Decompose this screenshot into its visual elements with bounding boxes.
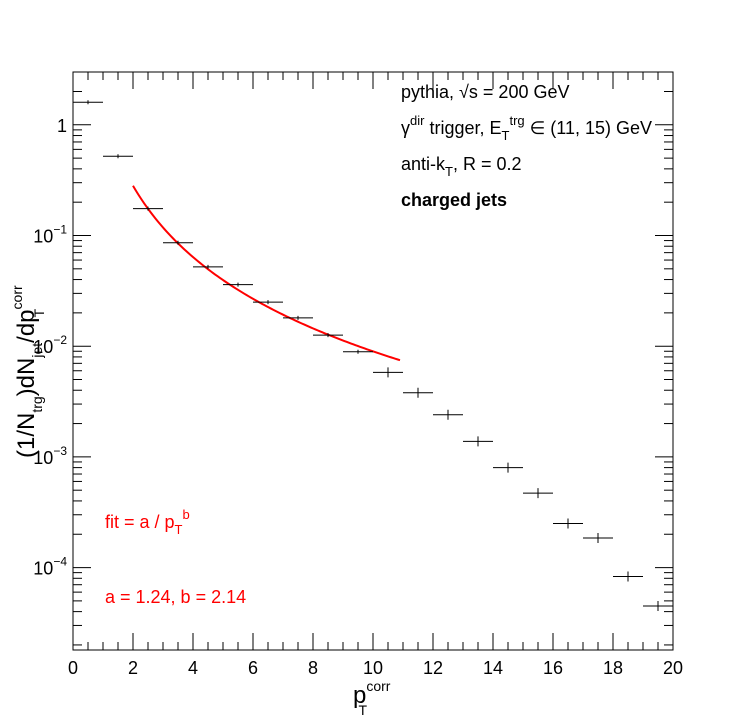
trigger-text: γdir trigger, ETtrg ∈ (11, 15) GeV	[401, 113, 652, 143]
x-tick-label: 20	[663, 658, 683, 678]
data-point	[613, 571, 643, 582]
y-tick-label: 10−3	[33, 444, 67, 468]
x-axis-title: pcorr T	[353, 678, 391, 718]
data-point	[73, 100, 103, 105]
x-tick-label: 2	[128, 658, 138, 678]
x-tick-label: 4	[188, 658, 198, 678]
data-point	[103, 154, 133, 159]
x-tick-label: 6	[248, 658, 258, 678]
y-tick-label: 10−2	[33, 333, 67, 357]
data-point	[253, 300, 283, 305]
data-point	[313, 333, 343, 338]
y-tick-label: 10−4	[33, 555, 67, 579]
data-point	[463, 436, 493, 447]
data-point	[193, 264, 223, 269]
x-tick-label: 16	[543, 658, 563, 678]
y-axis-title: (1/Ntrg)dNjet/dpcorrT	[9, 285, 47, 458]
data-point	[583, 532, 613, 543]
data-point	[643, 600, 673, 611]
x-tick-label: 10	[363, 658, 383, 678]
charged-jets-text: charged jets	[401, 190, 507, 210]
x-tick-label: 8	[308, 658, 318, 678]
pythia-text: pythia, √s = 200 GeV	[401, 82, 569, 102]
x-tick-label: 0	[68, 658, 78, 678]
data-point	[283, 315, 313, 320]
data-point	[223, 282, 253, 287]
x-tick-label: 18	[603, 658, 623, 678]
fit-formula-text: fit = a / pTb	[105, 507, 190, 537]
y-tick-label: 1	[57, 116, 67, 136]
data-point	[163, 240, 193, 245]
data-point	[523, 488, 553, 499]
data-point	[373, 367, 403, 378]
antikt-text: anti-kT, R = 0.2	[401, 154, 522, 179]
fit-params-text: a = 1.24, b = 2.14	[105, 587, 246, 607]
data-point	[343, 349, 373, 354]
data-point	[403, 387, 433, 398]
x-tick-label: 14	[483, 658, 503, 678]
plot-frame	[72, 71, 674, 651]
data-point	[133, 206, 163, 211]
data-point	[433, 409, 463, 420]
y-tick-label: 10−1	[33, 223, 67, 247]
data-point	[493, 462, 523, 473]
x-tick-label: 12	[423, 658, 443, 678]
data-point	[553, 518, 583, 529]
fit-curve	[132, 185, 401, 362]
